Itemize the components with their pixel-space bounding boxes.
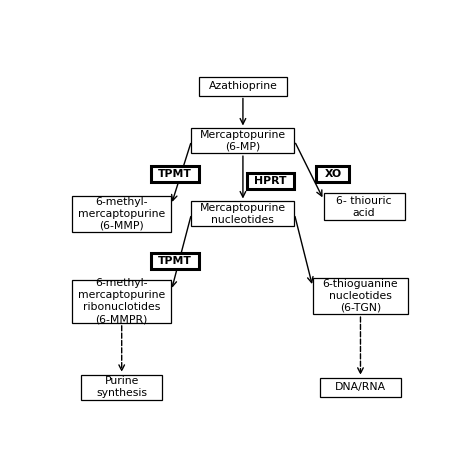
Text: 6-thioguanine
nucleotides
(6-TGN): 6-thioguanine nucleotides (6-TGN) (323, 279, 398, 313)
FancyBboxPatch shape (320, 378, 401, 397)
FancyBboxPatch shape (72, 196, 171, 232)
FancyBboxPatch shape (246, 173, 294, 189)
FancyBboxPatch shape (191, 201, 294, 226)
Text: 6-methyl-
mercaptopurine
ribonuclotides
(6-MMPR): 6-methyl- mercaptopurine ribonuclotides … (78, 278, 165, 324)
FancyBboxPatch shape (324, 193, 405, 219)
Text: 6-methyl-
mercaptopurine
(6-MMP): 6-methyl- mercaptopurine (6-MMP) (78, 197, 165, 231)
Text: HPRT: HPRT (254, 176, 287, 186)
FancyBboxPatch shape (191, 128, 294, 153)
FancyBboxPatch shape (316, 165, 349, 182)
Text: Purine
synthesis: Purine synthesis (96, 376, 147, 398)
FancyBboxPatch shape (199, 77, 287, 96)
Text: TPMT: TPMT (158, 256, 192, 266)
FancyBboxPatch shape (313, 278, 408, 314)
Text: Mercaptopurine
(6-MP): Mercaptopurine (6-MP) (200, 130, 286, 152)
Text: 6- thiouric
acid: 6- thiouric acid (337, 195, 392, 218)
Text: Azathioprine: Azathioprine (209, 81, 277, 91)
FancyBboxPatch shape (151, 253, 199, 269)
Text: DNA/RNA: DNA/RNA (335, 382, 386, 392)
Text: Mercaptopurine
nucleotides: Mercaptopurine nucleotides (200, 203, 286, 225)
Text: XO: XO (324, 169, 341, 179)
Text: TPMT: TPMT (158, 169, 192, 179)
FancyBboxPatch shape (151, 165, 199, 182)
FancyBboxPatch shape (72, 280, 171, 323)
FancyBboxPatch shape (82, 375, 162, 400)
